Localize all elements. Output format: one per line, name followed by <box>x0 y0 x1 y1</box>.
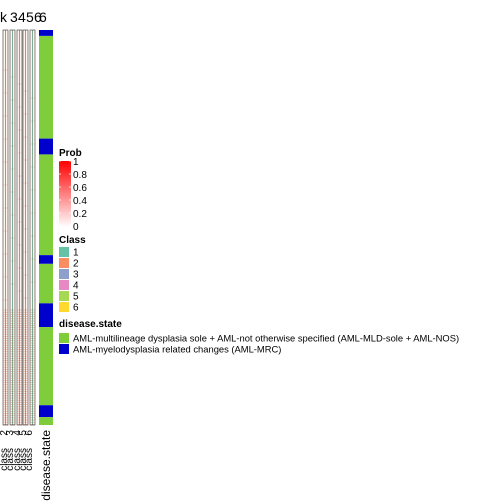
column-label: 3 <box>5 430 16 436</box>
class-legend-label: 1 <box>73 248 79 259</box>
class-column-border <box>16 29 23 426</box>
header-label: k <box>0 9 8 25</box>
legend-title: Class <box>59 235 86 246</box>
prob-tick-label: 0.2 <box>73 209 87 220</box>
column-labels: 2 class 3 class 4 class 5 class 6 class disease.st… <box>0 430 53 501</box>
column-header-labels: k 3 4 5 66 <box>0 9 47 25</box>
class-legend-label: 2 <box>73 259 79 270</box>
class-column-border <box>22 29 29 426</box>
disease-state-cell <box>39 417 53 425</box>
legend-title: disease.state <box>59 319 122 330</box>
disease-legend-swatch <box>59 333 69 343</box>
prob-tick-label: 0.6 <box>73 183 87 194</box>
column-label: class <box>24 448 35 471</box>
disease-state-cell <box>39 154 53 256</box>
class-legend-swatch <box>59 247 69 257</box>
disease-state-cell <box>39 405 53 418</box>
column-label: 2 <box>0 430 10 436</box>
class-legend-label: 5 <box>73 292 79 303</box>
class-column-border <box>2 29 9 426</box>
disease-state-cell <box>39 35 53 139</box>
class-legend-label: 3 <box>73 270 79 281</box>
column-label: 4 <box>12 430 23 436</box>
column-label: disease.state <box>39 430 53 501</box>
disease-state-cell <box>39 327 53 406</box>
header-label: 4 <box>18 9 26 25</box>
prob-tick-label: 0.4 <box>73 196 87 207</box>
class-legend-label: 6 <box>73 303 79 314</box>
header-label: 3 <box>10 9 18 25</box>
legends: Prob10.80.60.40.20Class123456disease.sta… <box>59 148 459 355</box>
column-label: 5 <box>18 430 29 436</box>
class-legend-swatch <box>59 291 69 301</box>
disease-legend-label: AML-multilineage dysplasia sole + AML-no… <box>73 333 459 344</box>
disease-state-cell <box>39 255 53 264</box>
prob-tick-label: 1 <box>73 157 79 168</box>
disease-legend-label: AML-myelodysplasia related changes (AML-… <box>73 344 281 355</box>
header-label: 5 <box>26 9 34 25</box>
class-columns <box>2 29 36 426</box>
header-label: 6 <box>39 9 47 25</box>
class-legend-swatch <box>59 269 69 279</box>
disease-state-cell <box>39 30 53 36</box>
disease-state-cell <box>39 303 53 328</box>
header-label: 6 <box>34 9 42 25</box>
class-legend-swatch <box>59 258 69 268</box>
class-legend-swatch <box>59 280 69 290</box>
prob-gradient-bar <box>59 161 71 227</box>
column-label: class <box>5 448 16 471</box>
disease-state-cell <box>39 263 53 304</box>
class-legend-swatch <box>59 302 69 312</box>
prob-tick-label: 0 <box>73 222 79 233</box>
disease-legend-swatch <box>59 344 69 354</box>
prob-tick-label: 0.8 <box>73 170 87 181</box>
class-column-border <box>9 29 16 426</box>
class-column-border <box>29 29 36 426</box>
column-label: 6 <box>24 430 35 436</box>
legend-title: Prob <box>59 148 82 159</box>
disease-state-cell <box>39 138 53 155</box>
column-label: class <box>0 448 10 471</box>
column-label: class <box>12 448 23 471</box>
disease-state-column <box>39 30 53 425</box>
column-label: class <box>18 448 29 471</box>
class-legend-label: 4 <box>73 281 79 292</box>
